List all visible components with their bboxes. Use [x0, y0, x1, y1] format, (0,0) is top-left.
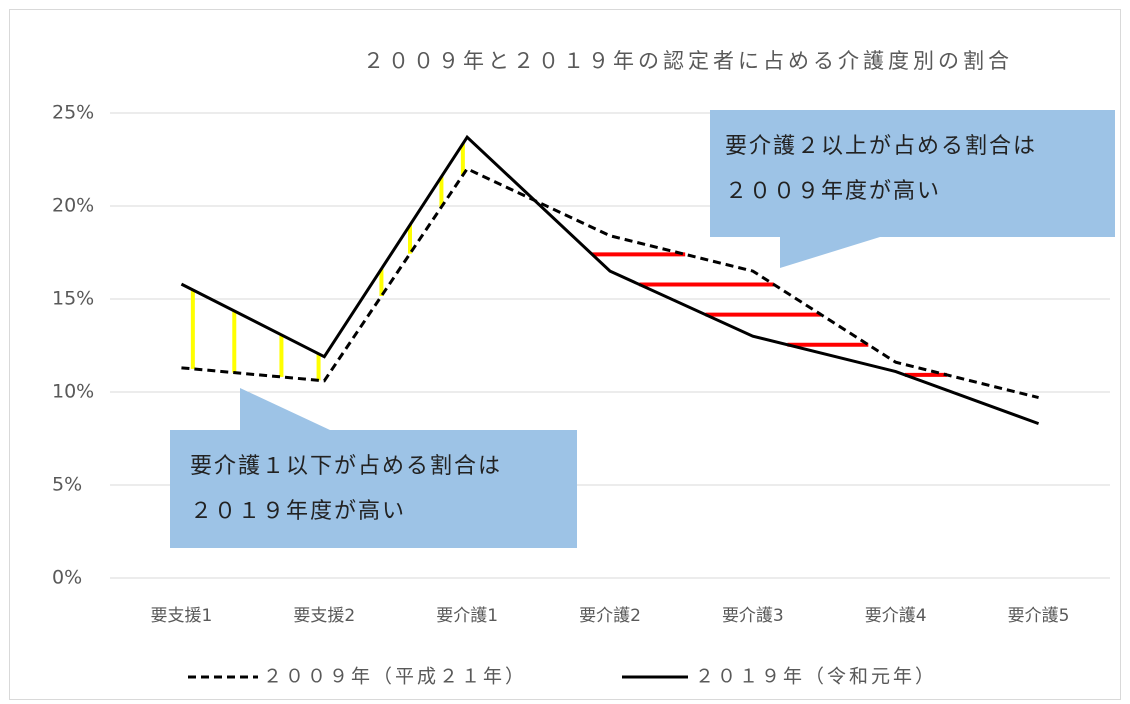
callout-pointer [780, 237, 880, 268]
y-tick-label: 20% [52, 195, 94, 217]
series-line [180, 134, 1040, 426]
callout-text: ２０１９年度が高い [190, 499, 406, 524]
callout-text: 要介護２以上が占める割合は [725, 134, 1037, 159]
series-line [181, 166, 1039, 400]
x-tick-label: 要支援2 [293, 606, 355, 626]
legend-label: ２０１９年（令和元年） [695, 666, 937, 688]
callout-pointer [240, 388, 330, 430]
callout-text: 要介護１以下が占める割合は [190, 454, 502, 479]
x-tick-label: 要介護1 [436, 606, 498, 626]
y-tick-label: 15% [52, 288, 94, 310]
x-tick-label: 要介護2 [579, 606, 641, 626]
y-tick-label: 0% [52, 567, 82, 589]
y-tick-label: 5% [52, 474, 82, 496]
callout-text: ２００９年度が高い [725, 179, 941, 204]
x-tick-label: 要介護5 [1008, 606, 1070, 626]
y-tick-label: 10% [52, 381, 94, 403]
x-tick-label: 要支援1 [151, 606, 213, 626]
callout-box [170, 430, 577, 548]
legend-label: ２００９年（平成２１年） [263, 666, 527, 688]
callout-box [710, 110, 1115, 237]
y-tick-label: 25% [52, 102, 94, 124]
chart-title: ２００９年と２０１９年の認定者に占める介護度別の割合 [363, 49, 1013, 73]
x-tick-label: 要介護3 [722, 606, 784, 626]
x-tick-label: 要介護4 [865, 606, 927, 626]
